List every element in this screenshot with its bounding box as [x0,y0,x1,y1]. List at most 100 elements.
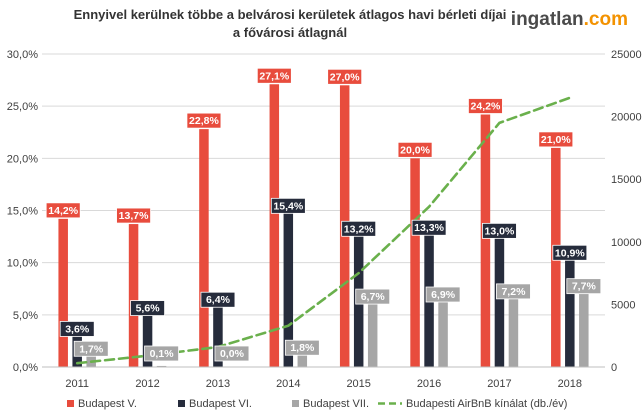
data-label-box [73,340,109,357]
y-left-tick-label: 30,0% [7,49,38,61]
data-label-box [116,207,151,224]
data-label: 13,7% [119,210,149,222]
data-label: 22,8% [189,115,219,127]
y-right-tick-label: 20000 [611,112,642,124]
data-label-box [284,339,320,356]
data-label: 27,1% [259,70,289,82]
brand-logo: ingatlan.com [511,9,628,30]
bar [410,158,420,367]
data-label: 1,8% [290,342,315,354]
axes: 0,0% 5,0% 10,0% 15,0% 20,0% 25,0% 30,0% 0 5000 10… [7,49,642,390]
bar [297,348,308,367]
legend-label: Budapest V. [78,398,137,410]
data-label: 0,0% [220,348,245,360]
data-label-box [144,345,179,362]
data-label: 20,0% [400,144,430,156]
legend-swatch [67,400,74,407]
data-label: 24,2% [471,101,501,113]
data-label-box [327,68,363,85]
data-label-box [200,291,236,308]
legend-swatch [178,400,185,407]
data-label: 15,4% [273,200,303,212]
data-label-box [270,197,306,214]
data-label-box [482,222,517,239]
data-label-box [538,131,574,148]
data-label: 6,4% [206,294,231,306]
data-label: 1,7% [79,343,104,355]
bar [565,253,575,367]
data-label-box [355,288,391,305]
data-label: 27,0% [330,71,360,83]
x-tick-label: 2012 [135,378,159,390]
chart-title-line-1: Ennyivel kerülnek többe a belvárosi kerü… [74,7,507,22]
gridlines [42,53,605,316]
data-label: 6,9% [431,289,456,301]
y-left-tick-label: 15,0% [7,206,38,218]
legend-label: Budapest VII. [303,398,369,410]
y-right-tick-label: 0 [611,362,617,374]
bar [579,286,589,367]
data-label: 3,6% [65,323,90,335]
brand-name: ingatlan [511,9,584,30]
data-label: 0,1% [150,348,175,360]
bar [283,206,294,367]
data-label-box [59,321,95,337]
legend-label: Budapest VI. [189,398,252,410]
y-right-tick-label: 15000 [611,174,642,186]
data-label-box [566,278,602,295]
data-label: 13,3% [414,222,444,234]
data-label-box [214,345,250,362]
bar [86,349,96,367]
bar [199,129,209,367]
x-tick-label: 2011 [65,378,89,390]
y-left-tick-label: 25,0% [7,101,38,113]
brand-suffix: .com [584,9,628,30]
bar [156,365,167,367]
x-tick-label: 2015 [346,378,370,390]
y-left-tick-label: 0,0% [13,362,38,374]
bar [438,295,448,367]
y-left-tick-label: 5,0% [13,310,38,322]
bar [213,300,223,367]
data-label-box [425,286,461,303]
data-labels: 14,2% 13,7% 22,8% 27,1% 27,0% 20,0% 24,2% 21,0%… [45,67,602,362]
x-tick-label: 2013 [206,378,230,390]
data-label-box [411,219,447,236]
y-right-tick-label: 5000 [611,299,635,311]
data-label: 5,6% [136,303,161,315]
y-right-tick-label: 25000 [611,49,642,61]
data-label-box [256,67,292,84]
airbnb-line [75,96,572,365]
svg-text:ingatlan.com: ingatlan.com [511,9,628,30]
data-label-box [186,112,222,129]
bar [367,297,378,367]
data-label-box [341,220,377,237]
bar [128,224,139,367]
data-label: 6,7% [361,291,386,303]
bar [480,114,491,367]
legend-swatch [292,400,299,407]
data-label: 21,0% [541,134,571,146]
legend: Budapest V. Budapest VI. Budapest VII. Buda… [67,398,567,410]
data-label: 13,0% [485,225,515,237]
bar [58,218,68,367]
x-tick-label: 2017 [487,378,511,390]
x-tick-label: 2016 [417,378,441,390]
bar [269,84,280,368]
data-label-box [45,202,81,219]
data-label: 7,2% [501,286,526,298]
y-right-tick-label: 10000 [611,237,642,249]
y-left-tick-label: 20,0% [7,153,38,165]
bar [142,308,153,367]
data-label: 10,9% [555,247,585,259]
legend-label: Budapesti AirBnB kínálat (db./év) [406,398,567,410]
data-label-box [397,141,433,158]
data-label-box [496,283,531,300]
data-label: 7,7% [572,281,597,293]
x-tick-label: 2014 [276,378,300,390]
chart-title-line-2: a fővárosi átlagnál [233,25,347,40]
y-left-tick-label: 10,0% [7,258,38,270]
bar [508,291,519,367]
data-label-box [468,98,503,114]
